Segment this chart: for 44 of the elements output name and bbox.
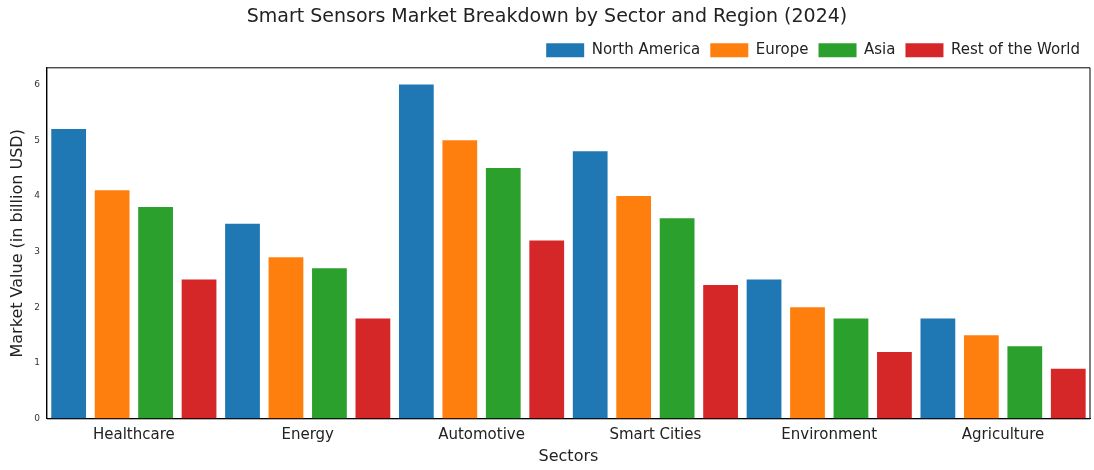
y-axis-title: Market Value (in billion USD) <box>6 129 26 358</box>
bar <box>442 140 478 419</box>
bar <box>616 195 652 419</box>
y-tick-label: 0 <box>34 413 41 424</box>
bar <box>398 84 434 419</box>
bar <box>833 318 869 419</box>
y-tick-label: 1 <box>34 357 40 368</box>
bar <box>790 307 825 419</box>
x-axis-title: Sectors <box>538 445 599 465</box>
x-tick-label: Automotive <box>438 424 525 443</box>
y-tick-label: 5 <box>34 134 40 145</box>
x-tick-label: Smart Cities <box>609 424 702 443</box>
bar <box>225 223 260 419</box>
bar <box>355 318 391 419</box>
bar <box>659 218 695 419</box>
bar <box>268 257 304 419</box>
bar <box>138 207 173 419</box>
bar <box>181 279 217 419</box>
y-tick-label: 3 <box>34 246 40 256</box>
legend-label: Asia <box>864 40 896 59</box>
bar <box>963 335 999 419</box>
bar <box>312 268 347 419</box>
bar <box>485 168 521 419</box>
bar <box>51 129 87 419</box>
x-tick-label: Healthcare <box>92 424 175 443</box>
legend-label: North America <box>591 40 701 59</box>
bar <box>529 240 565 419</box>
legend-label: Europe <box>755 40 809 59</box>
bar <box>1050 368 1086 419</box>
x-tick-label: Energy <box>281 424 335 443</box>
y-tick-label: 2 <box>34 301 40 312</box>
bar <box>94 190 130 419</box>
bar <box>703 285 738 419</box>
y-tick-label: 4 <box>34 190 41 201</box>
bar <box>746 279 782 419</box>
legend-label: Rest of the World <box>950 40 1081 59</box>
y-tick-label: 6 <box>34 78 41 89</box>
bar <box>572 151 608 419</box>
bar <box>877 351 912 419</box>
bar <box>920 318 956 419</box>
bar <box>1007 346 1043 419</box>
chart-title: Smart Sensors Market Breakdown by Sector and Region (2024) <box>246 4 848 27</box>
x-tick-label: Environment <box>781 424 878 443</box>
x-tick-label: Agriculture <box>961 424 1045 443</box>
